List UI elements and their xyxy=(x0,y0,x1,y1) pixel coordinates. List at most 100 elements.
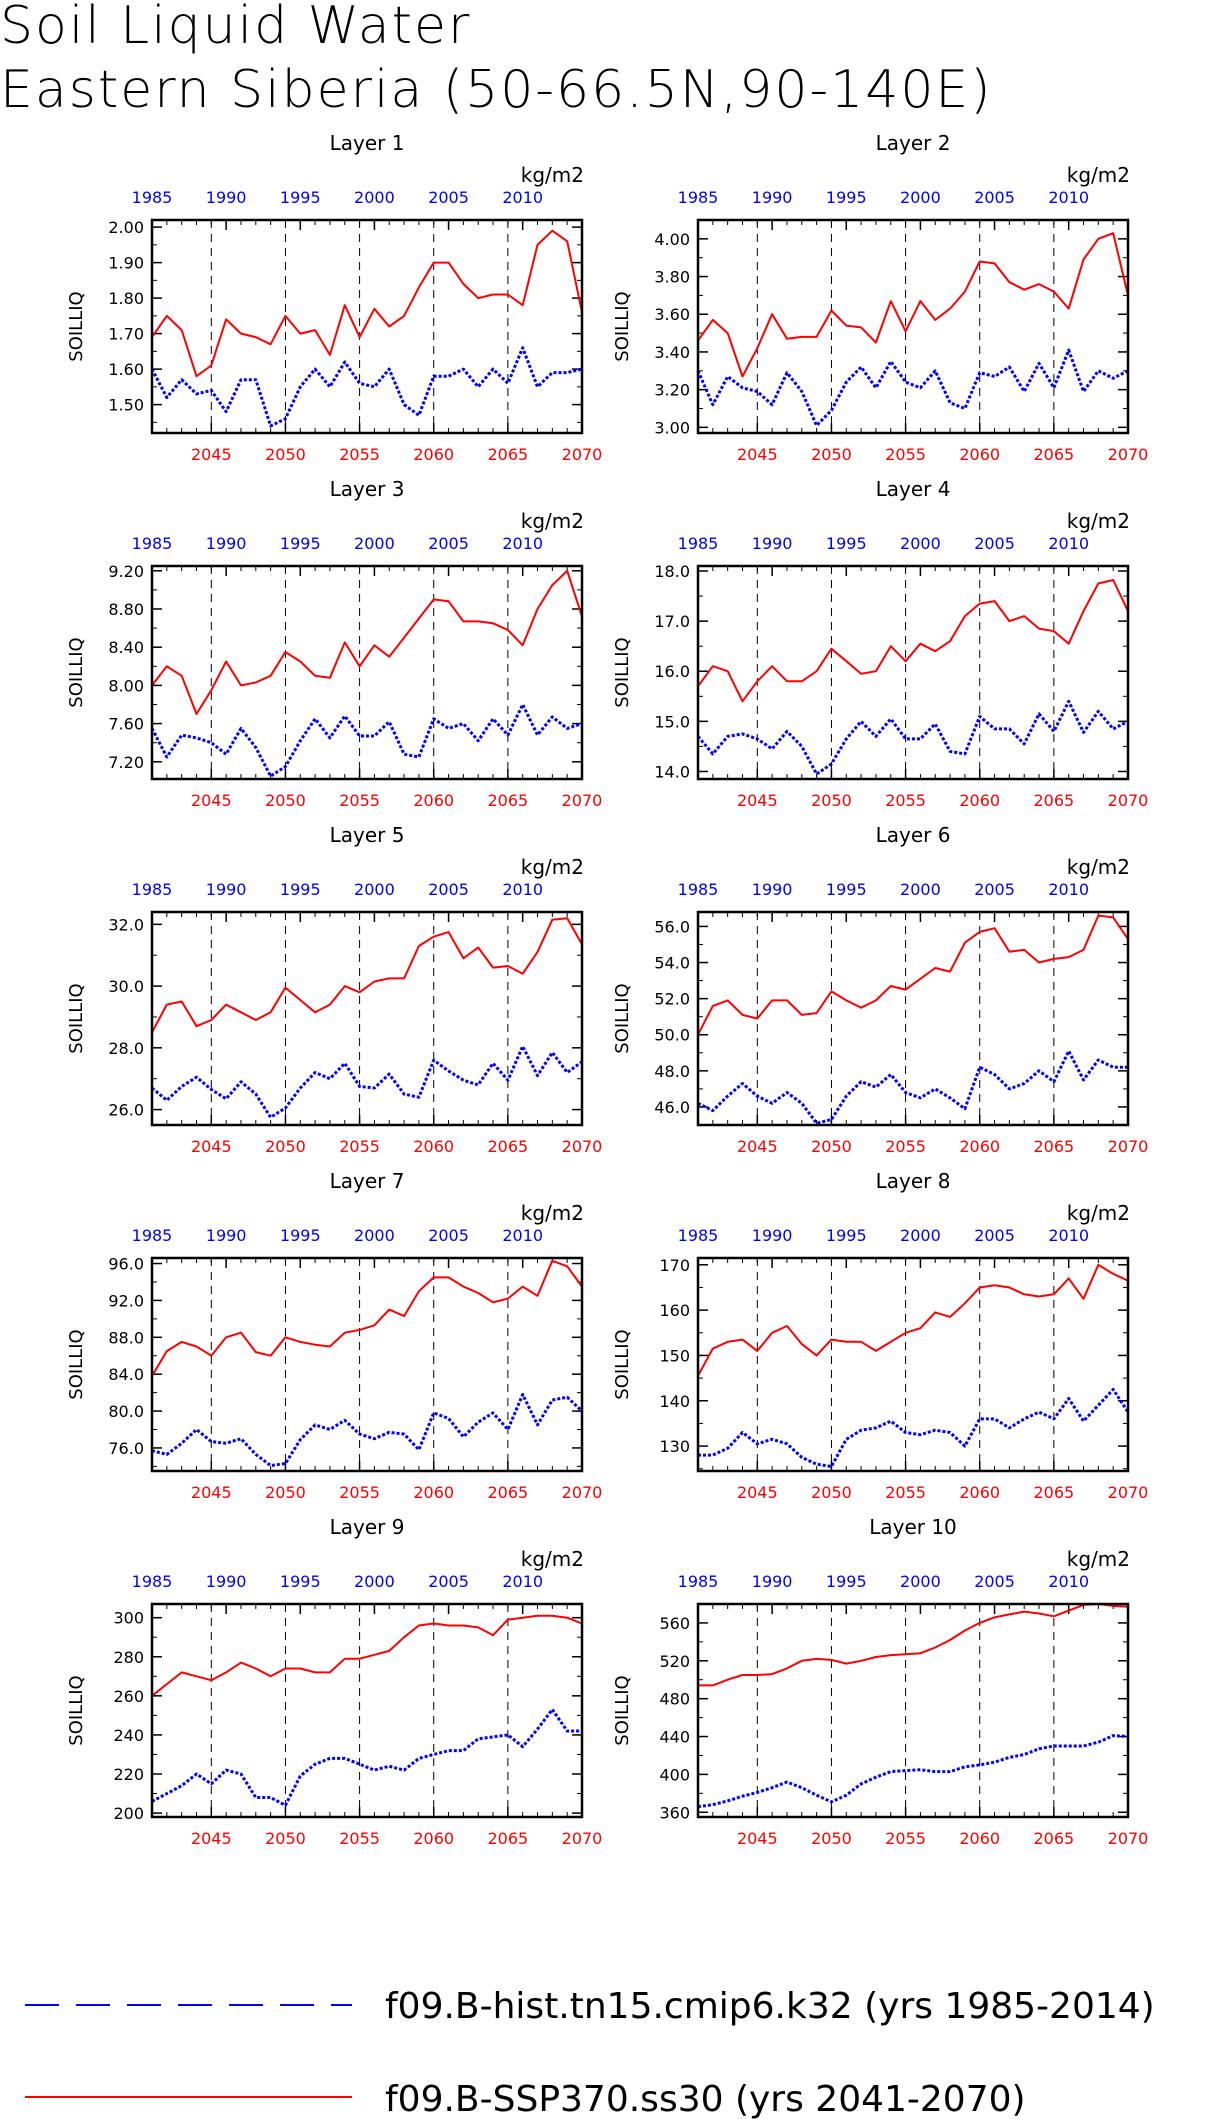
y-axis-label: SOILLIQ xyxy=(66,1675,87,1745)
x-tick-label-bottom: 2065 xyxy=(488,1829,529,1848)
y-tick-label: 3.60 xyxy=(654,305,690,324)
x-tick-label-top: 2005 xyxy=(428,534,469,553)
x-tick-label-top: 2005 xyxy=(974,1572,1015,1591)
x-tick-label-bottom: 2070 xyxy=(562,791,603,810)
y-tick-label: 50.0 xyxy=(654,1026,690,1045)
x-tick-label-top: 2010 xyxy=(502,534,543,553)
x-tick-label-top: 1995 xyxy=(280,880,321,899)
y-tick-label: 92.0 xyxy=(108,1291,144,1310)
x-tick-label-top: 2005 xyxy=(974,534,1015,553)
y-tick-label: 28.0 xyxy=(108,1039,144,1058)
y-tick-label: 4.00 xyxy=(654,230,690,249)
y-tick-label: 240 xyxy=(113,1726,144,1745)
x-tick-label-top: 1995 xyxy=(826,534,867,553)
series-line-hist xyxy=(151,1708,582,1807)
x-tick-label-top: 1995 xyxy=(826,880,867,899)
x-tick-label-top: 2010 xyxy=(502,880,543,899)
x-tick-label-bottom: 2050 xyxy=(265,1483,306,1502)
x-tick-label-bottom: 2060 xyxy=(413,445,454,464)
x-tick-label-bottom: 2070 xyxy=(562,1137,603,1156)
y-tick-label: 76.0 xyxy=(108,1439,144,1458)
series-line-hist xyxy=(150,346,583,428)
series-line-hist xyxy=(696,348,1129,427)
series-line-hist xyxy=(151,1044,583,1119)
x-tick-label-bottom: 2045 xyxy=(191,791,232,810)
y-tick-label: 7.20 xyxy=(108,753,144,772)
panel-title: Layer 3 xyxy=(330,477,405,501)
panel-title: Layer 4 xyxy=(876,477,951,501)
x-tick-label-bottom: 2070 xyxy=(1108,791,1149,810)
y-tick-label: 46.0 xyxy=(654,1098,690,1117)
x-tick-label-top: 2000 xyxy=(900,1226,941,1245)
series-line-ssp xyxy=(697,232,1129,378)
chart-panel-8: Layer 8 kg/m2 SOILLIQ 2045 2050 2055 2060 2065 2… xyxy=(612,1169,1148,1502)
y-tick-label: 32.0 xyxy=(108,915,144,934)
y-tick-label: 140 xyxy=(659,1392,690,1411)
y-tick-label: 17.0 xyxy=(654,612,690,631)
y-tick-label: 8.40 xyxy=(108,638,144,657)
y-tick-label: 7.60 xyxy=(108,715,144,734)
panel-title: Layer 9 xyxy=(330,1515,405,1539)
x-tick-label-top: 1995 xyxy=(280,1572,321,1591)
units-label: kg/m2 xyxy=(521,163,584,187)
x-tick-label-top: 2005 xyxy=(974,188,1015,207)
x-tick-label-bottom: 2045 xyxy=(737,1137,778,1156)
x-tick-label-top: 2000 xyxy=(900,880,941,899)
x-tick-label-top: 1990 xyxy=(752,1572,793,1591)
x-tick-label-bottom: 2055 xyxy=(885,1483,926,1502)
x-tick-label-top: 2000 xyxy=(900,1572,941,1591)
x-tick-label-top: 2010 xyxy=(1048,1226,1089,1245)
x-tick-label-bottom: 2070 xyxy=(1108,445,1149,464)
x-tick-label-top: 1995 xyxy=(826,1572,867,1591)
chart-panel-7: Layer 7 kg/m2 SOILLIQ 2045 2050 2055 2060 2065 2… xyxy=(66,1169,602,1502)
panel-title: Layer 1 xyxy=(330,131,405,155)
plot-frame xyxy=(150,1256,584,1473)
x-tick-label-top: 2000 xyxy=(900,534,941,553)
x-tick-label-top: 1990 xyxy=(206,1226,247,1245)
y-tick-label: 480 xyxy=(659,1690,690,1709)
y-tick-label: 8.00 xyxy=(108,676,144,695)
y-axis-label: SOILLIQ xyxy=(612,1675,633,1745)
y-tick-label: 30.0 xyxy=(108,977,144,996)
series-line-ssp xyxy=(698,1603,1129,1687)
x-tick-label-bottom: 2060 xyxy=(413,791,454,810)
x-tick-label-bottom: 2045 xyxy=(191,1829,232,1848)
units-label: kg/m2 xyxy=(1067,855,1130,879)
series-line-hist xyxy=(697,1734,1129,1809)
x-tick-label-bottom: 2050 xyxy=(265,445,306,464)
x-tick-label-bottom: 2055 xyxy=(885,791,926,810)
x-tick-label-bottom: 2065 xyxy=(1034,1137,1075,1156)
y-tick-label: 88.0 xyxy=(108,1328,144,1347)
series-line-ssp xyxy=(697,914,1129,1036)
x-tick-label-bottom: 2050 xyxy=(265,1829,306,1848)
x-tick-label-bottom: 2070 xyxy=(562,1829,603,1848)
x-tick-label-top: 1995 xyxy=(826,1226,867,1245)
panel-title: Layer 8 xyxy=(876,1169,951,1193)
panel-title: Layer 7 xyxy=(330,1169,405,1193)
series-line-ssp xyxy=(697,579,1129,703)
y-tick-label: 1.90 xyxy=(108,254,144,273)
x-tick-label-bottom: 2050 xyxy=(811,1137,852,1156)
plot-frame xyxy=(696,1256,1130,1473)
y-tick-label: 440 xyxy=(659,1728,690,1747)
series-line-hist xyxy=(151,1393,584,1467)
x-tick-label-top: 1985 xyxy=(132,534,173,553)
x-tick-label-top: 1990 xyxy=(752,880,793,899)
y-tick-label: 130 xyxy=(659,1437,690,1456)
y-tick-label: 300 xyxy=(113,1609,144,1628)
y-tick-label: 3.40 xyxy=(654,343,690,362)
x-tick-label-bottom: 2065 xyxy=(1034,445,1075,464)
chart-panel-10: Layer 10 kg/m2 SOILLIQ 2045 2050 2055 2060 2065… xyxy=(612,1515,1148,1848)
x-tick-label-bottom: 2060 xyxy=(959,1483,1000,1502)
x-tick-label-top: 2010 xyxy=(1048,880,1089,899)
plot-frame xyxy=(150,564,584,781)
x-tick-label-bottom: 2055 xyxy=(885,1137,926,1156)
units-label: kg/m2 xyxy=(1067,1201,1130,1225)
y-tick-label: 14.0 xyxy=(654,762,690,781)
y-tick-label: 160 xyxy=(659,1301,690,1320)
y-axis-label: SOILLIQ xyxy=(612,637,633,707)
x-tick-label-bottom: 2050 xyxy=(811,445,852,464)
x-tick-label-bottom: 2070 xyxy=(1108,1829,1149,1848)
plot-frame xyxy=(150,1602,584,1819)
x-tick-label-bottom: 2065 xyxy=(488,791,529,810)
